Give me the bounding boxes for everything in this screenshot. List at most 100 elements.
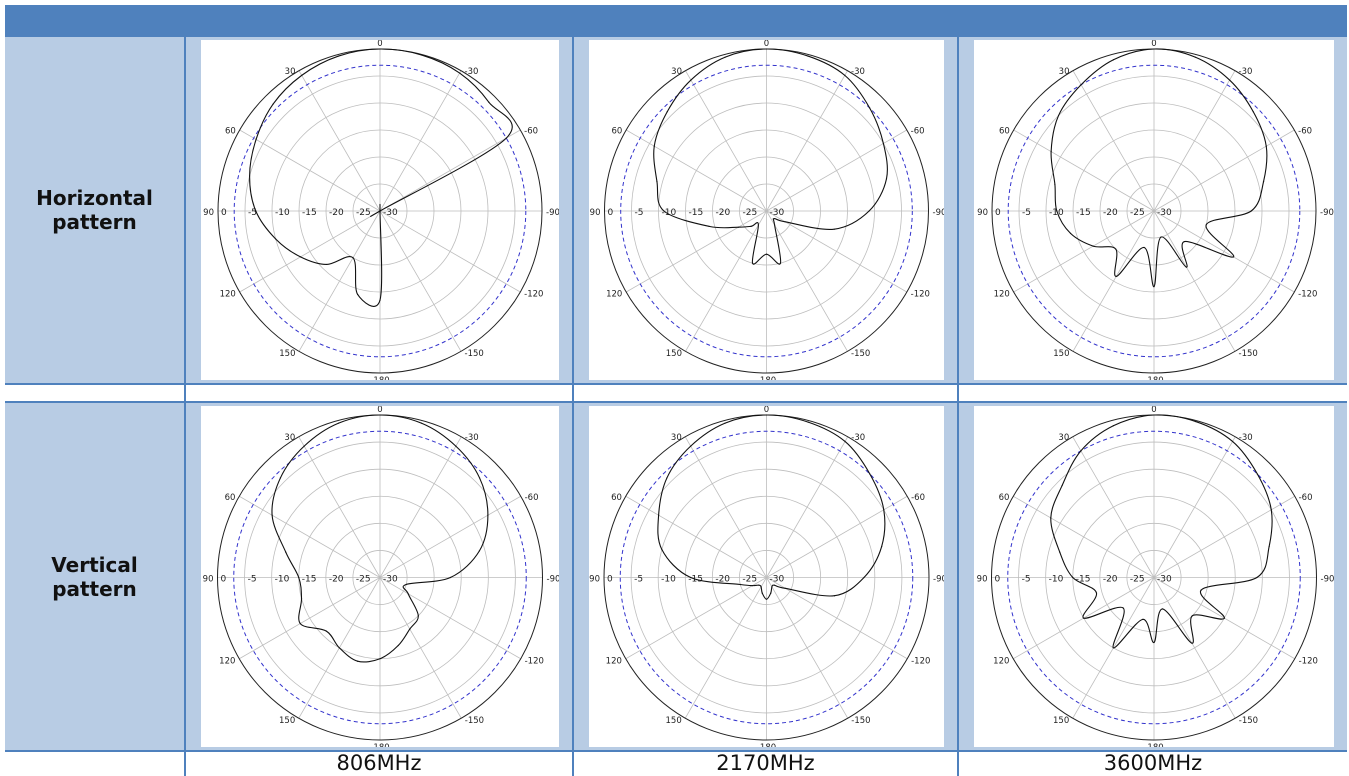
grid-spoke [239,577,381,660]
pattern-point [379,210,381,212]
reference-ring [1007,430,1301,725]
angle-tick-label: 90 [203,575,214,585]
pattern-point [779,262,782,264]
r-tick-label: -5 [1022,575,1031,585]
chart-cell-h-2170: 0 -5 -10 -15 -20 -25 -30 0 -30 -60 -90 -120 -150 -180… [574,37,957,383]
pattern-point [765,48,768,50]
grid-spoke [1013,495,1155,578]
angle-tick-label: 150 [1053,349,1069,359]
pattern-point [863,576,865,579]
pattern-point [1250,210,1252,212]
r-tick-label: -25 [356,208,371,218]
table-header-bar [5,5,1347,35]
pattern-point [275,238,277,240]
angle-tick-label: -60 [911,127,925,137]
pattern-point [1256,576,1258,579]
r-tick-label: -10 [1049,575,1064,585]
pattern-point [844,440,846,443]
pattern-point [1115,248,1117,250]
grid-spoke [766,495,908,578]
grid-spoke [626,210,767,293]
angle-tick-label: 60 [999,493,1010,503]
grid-spoke [1153,577,1236,719]
grid-spoke [379,129,521,212]
grid-spoke [379,495,521,578]
r-tick-label: -10 [662,208,677,218]
polar-chart-h-806: 0 -5 -10 -15 -20 -25 -30 0 -30 -60 -90 -120 -150 -180… [201,40,559,380]
angle-tick-label: -180 [1144,376,1163,380]
pattern-point [771,586,773,588]
angle-tick-label: 150 [666,349,682,359]
r-tick-label: -20 [329,208,344,218]
angle-tick-label: 30 [285,67,296,77]
angle-tick-label: -30 [465,67,479,77]
pattern-point [300,597,303,600]
angle-tick-label: -180 [370,376,389,380]
pattern-point [1153,48,1155,50]
pattern-point [724,422,726,424]
r-tick-label: -15 [302,575,317,585]
pattern-point [357,293,359,296]
table-border-row2-bottom [5,750,1347,752]
angle-tick-label: -30 [1239,67,1253,77]
pattern-point [409,628,411,630]
pattern-point [1270,509,1272,511]
pattern-point [737,226,740,228]
frequency-label-806: 806MHz [336,751,422,775]
angle-tick-label: -90 [933,575,944,585]
r-tick-label: -30 [383,575,398,585]
reference-ring [1007,64,1301,358]
pattern-point [656,181,658,183]
pattern-point [751,585,754,587]
polar-chart-h-2170: 0 -5 -10 -15 -20 -25 -30 0 -30 -60 -90 -120 -150 -180… [589,40,944,380]
grid-spoke [766,129,907,212]
pattern-point [661,548,663,551]
pattern-point [1223,617,1225,619]
row-label-line1: Vertical [51,552,138,577]
pattern-point [1112,425,1114,427]
pattern-point [1054,183,1056,186]
row-label-horizontal: Horizontal pattern [5,37,184,383]
pattern-point [750,225,752,227]
angle-tick-label: 30 [1058,433,1069,443]
pattern-point [1153,641,1155,644]
pattern-point [1080,84,1082,86]
pattern-point [1080,450,1082,452]
pattern-point [1112,59,1115,61]
pattern-point [505,137,507,139]
pattern-point [765,414,768,416]
pattern-point [765,253,768,255]
angle-tick-label: 150 [666,716,682,726]
pattern-point [272,103,274,105]
angle-tick-label: 60 [225,493,236,503]
angle-tick-label: 150 [1053,716,1069,726]
grid-spoke [684,577,767,719]
r-tick-label: -25 [356,575,371,585]
angle-tick-label: -60 [1298,127,1312,137]
pattern-point [455,445,457,447]
r-tick-label: -20 [716,208,731,218]
chart-cell-v-3600: 0 -5 -10 -15 -20 -25 -30 0 -30 -60 -90 -120 -150 -180… [959,403,1347,750]
r-tick-label: -5 [248,208,257,218]
grid-spoke [379,210,462,352]
grid-spoke [1153,70,1236,212]
pattern-point [751,262,754,264]
angle-tick-label: -150 [465,349,484,359]
angle-tick-label: -60 [911,493,925,503]
pattern-point [1112,647,1114,649]
grid-spoke [766,70,848,212]
pattern-point [1194,56,1196,58]
pattern-point [1153,414,1155,416]
angle-tick-label: 0 [1151,40,1156,49]
pattern-point [285,551,287,553]
r-tick-label: -10 [661,575,676,585]
table-border-row1-bottom [5,383,1347,385]
pattern-point [885,178,888,180]
angle-tick-label: -60 [1299,493,1313,503]
pattern-point [883,509,885,511]
r-tick-label: -25 [1130,575,1145,585]
pattern-point [882,142,885,145]
angle-tick-label: -180 [1144,743,1163,747]
pattern-point [761,592,763,594]
pattern-point [352,257,354,259]
